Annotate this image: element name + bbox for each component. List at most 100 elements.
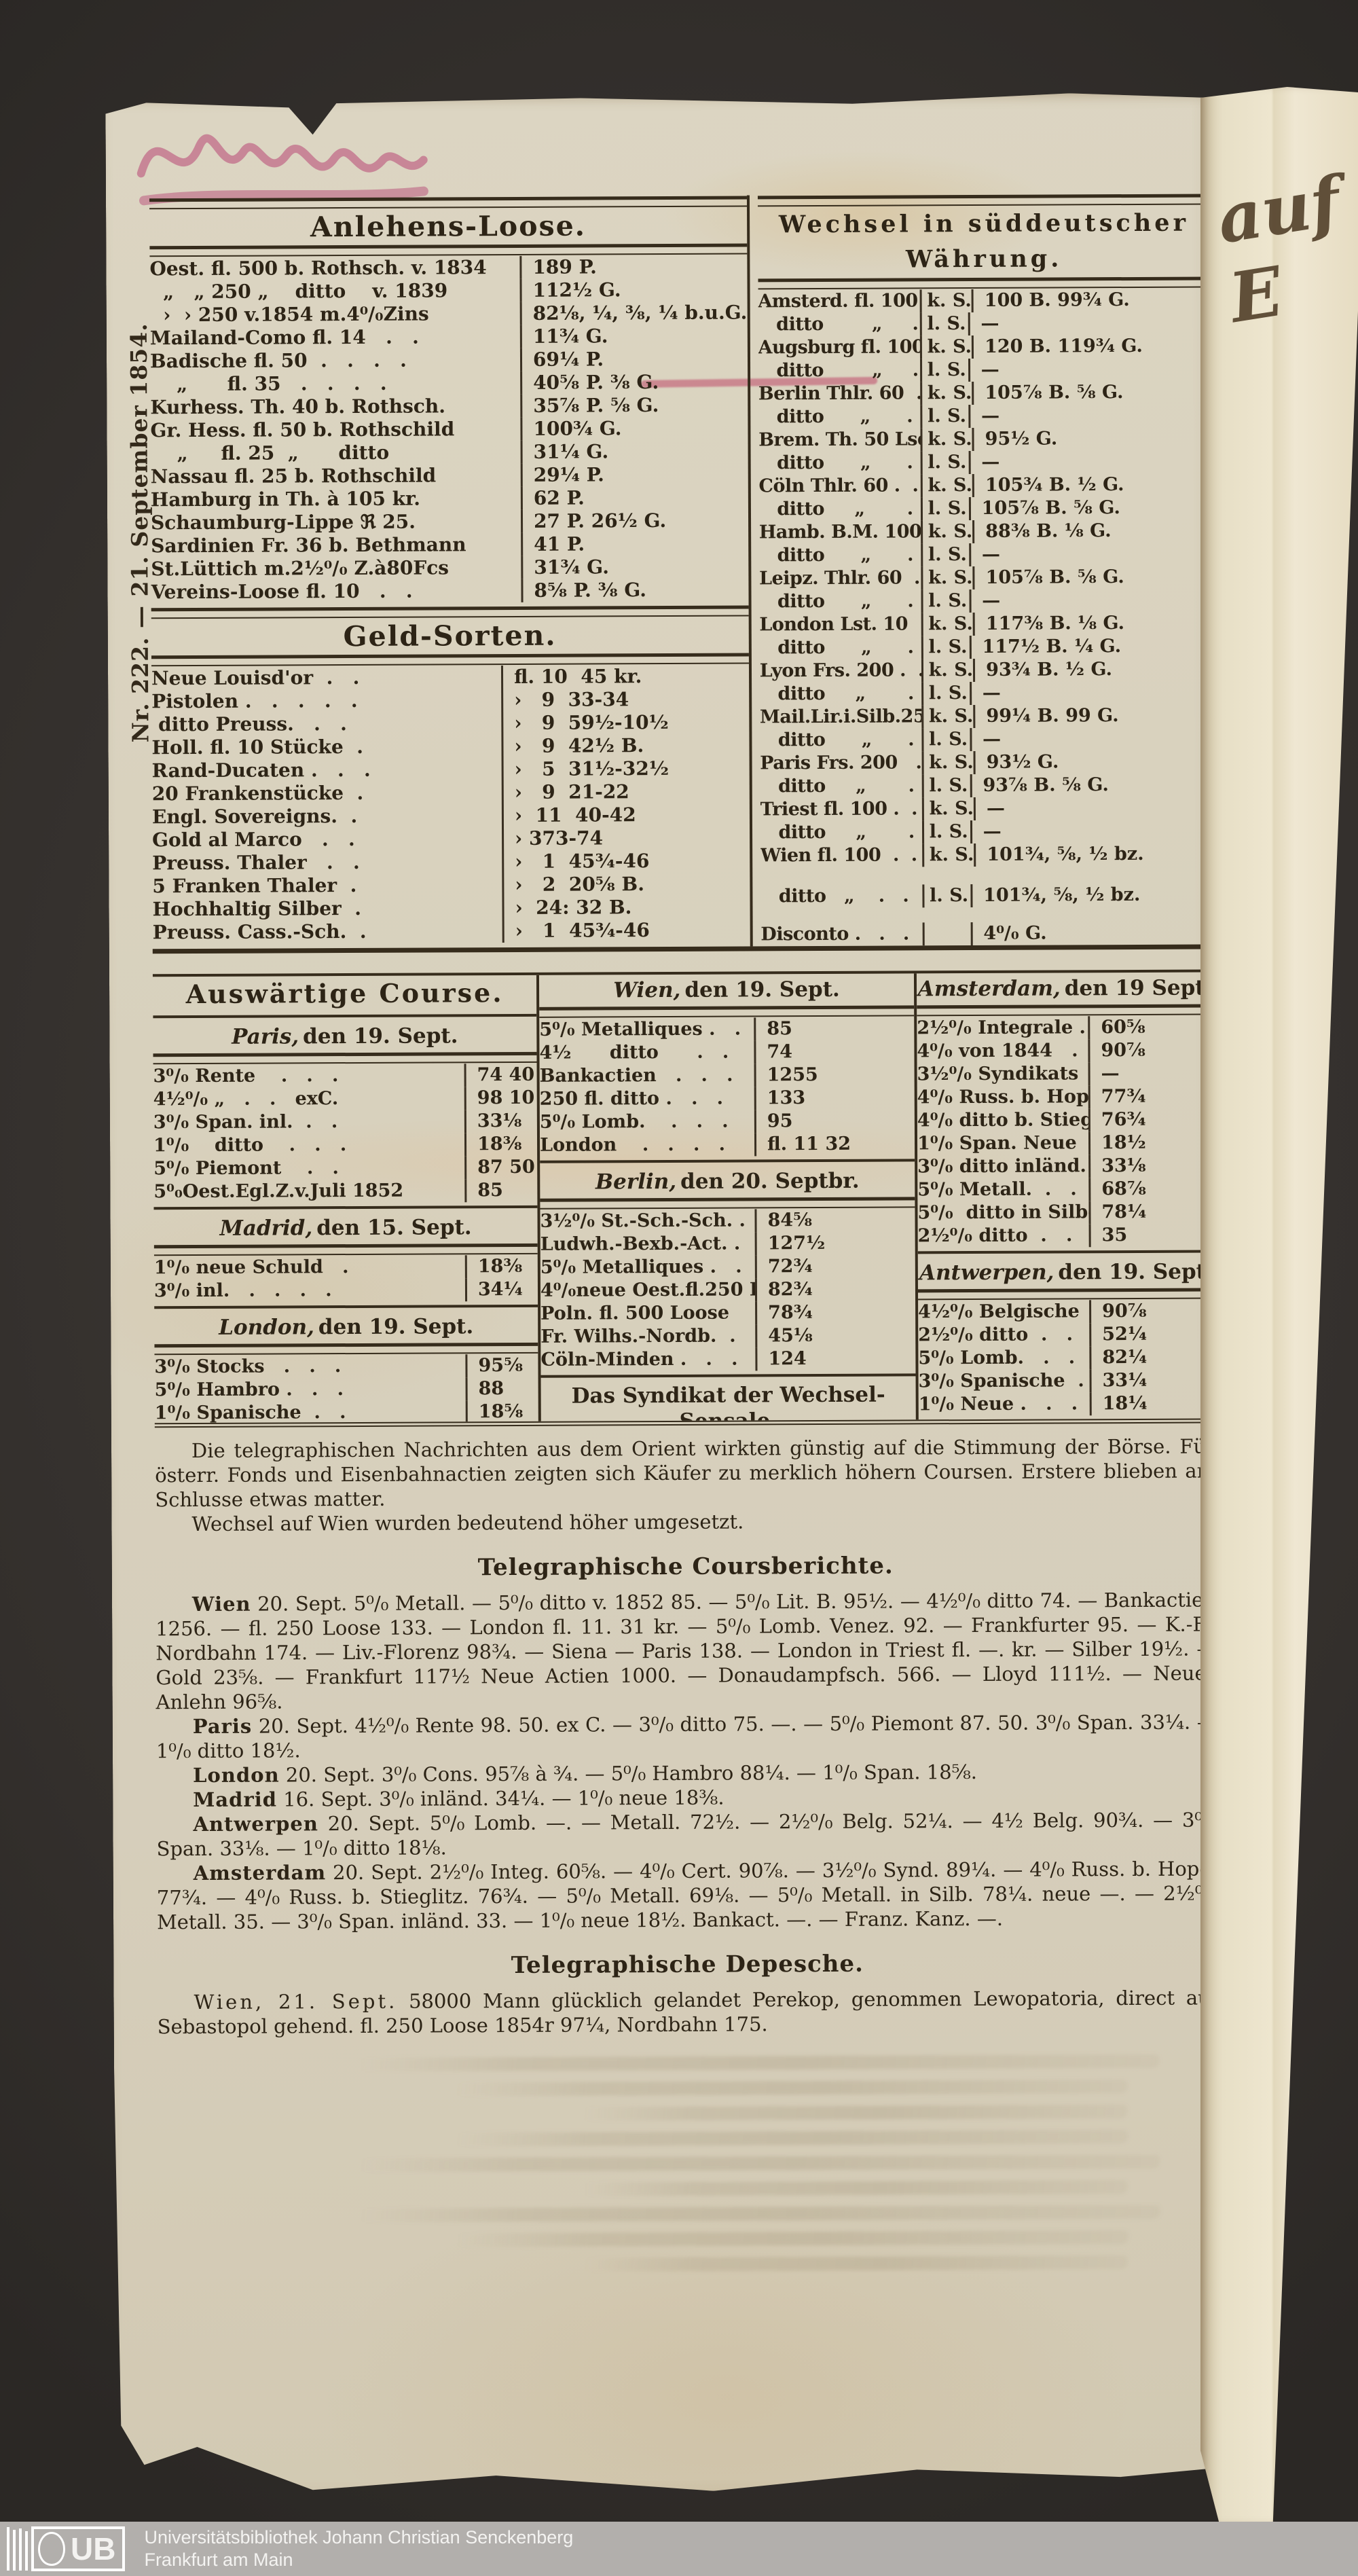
coursberichte-paragraphs: Wien 20. Sept. 5⁰/₀ Metall. — 5⁰/₀ ditto… xyxy=(155,1587,1217,1934)
price-value: — xyxy=(974,796,1213,820)
depesche-lead: Wien, 21. Sept. xyxy=(194,1989,398,2014)
table-row: ditto „ . l. S. — xyxy=(760,819,1213,844)
city-name: Berlin, xyxy=(595,1169,677,1195)
price-value: — xyxy=(1088,1062,1214,1085)
quotes-tables: Anlehens-Loose. Oest. fl. 500 b. Rothsch… xyxy=(149,193,1213,954)
table-row: ditto „ . l. S. 117½ B. ¼ G. xyxy=(759,634,1211,659)
city-report-paragraph: Amsterdam 20. Sept. 2½⁰/₀ Integ. 60⅝. — … xyxy=(157,1856,1217,1934)
table-row: 5⁰/₀ Metalliques . . 72¾ xyxy=(540,1254,915,1279)
market-report: Die telegraphischen Nachrichten aus dem … xyxy=(155,1434,1218,2039)
security-label: 5⁰₀Oest.Egl.Z.v.Juli 1852 xyxy=(153,1180,404,1203)
place-label: Mail.Lir.i.Silb.250 xyxy=(759,706,922,728)
security-label: 5⁰/₀ Lomb. . . . xyxy=(918,1347,1090,1369)
security-label: 250 fl. ditto . . . xyxy=(539,1087,724,1110)
table-row: Schaumburg-Lippe ℜ 25. 27 P. 26½ G. xyxy=(151,509,748,534)
price-value: › 1 45¾-46 xyxy=(502,849,750,873)
security-label: 5⁰/₀ Metalliques . . xyxy=(539,1018,741,1040)
table-row: 4½ ditto . . 74 xyxy=(539,1040,914,1064)
place-label: ditto „ . xyxy=(759,636,914,659)
place-label: ditto „ . xyxy=(760,775,915,797)
place-label: ditto „ . xyxy=(760,729,915,751)
library-footer-bar: UB Universitätsbibliothek Johann Christi… xyxy=(0,2522,1358,2576)
ub-library-logo-icon: UB xyxy=(7,2526,126,2571)
security-label: Nassau fl. 25 b. Rothschild xyxy=(150,464,437,488)
price-value: 98 10 xyxy=(464,1087,537,1110)
place-label: Leipz. Thlr. 60 . xyxy=(759,567,920,589)
amsterdam-heading: Amsterdam, den 19 Sept. xyxy=(917,972,1213,1004)
city-report-paragraph: Antwerpen 20. Sept. 5⁰/₀ Lomb. —. — Meta… xyxy=(156,1807,1217,1861)
coin-label: Preuss. Cass.-Sch. . xyxy=(152,920,367,944)
portrait-icon xyxy=(38,2532,65,2566)
security-label: 3⁰/₀ ditto inländ. . xyxy=(917,1155,1089,1178)
security-label: 2½⁰/₀ ditto . . . xyxy=(918,1324,1090,1346)
security-label: 5⁰/₀ Metalliques . . xyxy=(540,1256,742,1278)
security-label: 4⁰/₀ ditto b. Stieglitz xyxy=(917,1109,1088,1131)
table-row: ditto „ . l. S. — xyxy=(758,311,1210,336)
anlehens-title: Anlehens-Loose. xyxy=(310,209,587,244)
table-row: Leipz. Thlr. 60 . k. S. 105⅞ B. ⅝ G. xyxy=(759,565,1211,590)
security-label: 5⁰/₀ Metall. . . . xyxy=(917,1178,1089,1201)
table-row: Cöln Thlr. 60 . . k. S. 105¾ B. ½ G. xyxy=(758,473,1211,498)
right-column: Wechsel in süddeutscher Währung. Amsterd… xyxy=(750,193,1213,946)
left-column: Anlehens-Loose. Oest. fl. 500 b. Rothsch… xyxy=(149,195,752,949)
security-label: 1⁰/₀ Spanische . . xyxy=(154,1402,346,1423)
price-value: 18⅜ xyxy=(465,1255,538,1278)
place-label: ditto „ . xyxy=(758,405,913,428)
price-value: 93⅞ B. ⅝ G. xyxy=(970,773,1212,797)
price-value: 82¼ xyxy=(1089,1345,1215,1369)
berlin-table: 3½⁰/₀ St.-Sch.-Sch. . 84⅝ Ludwh.-Bexb.-Act… xyxy=(540,1208,915,1371)
divider xyxy=(153,1205,537,1210)
table-row: Vereins-Loose fl. 10 . . 8⅝ P. ⅜ G. xyxy=(151,578,748,604)
price-value: › 24: 32 B. xyxy=(502,895,750,920)
place-label: Wien fl. 100 . . xyxy=(760,844,917,867)
price-value: › 2 20⅝ B. xyxy=(502,872,750,896)
divider xyxy=(153,1014,536,1018)
table-row: ditto „ . . l. S. 101¾, ⅝, ½ bz. xyxy=(760,883,1213,908)
table-row: Neue Louisd'or . . fl. 10 45 kr. xyxy=(151,664,749,690)
city-lead: London xyxy=(193,1763,280,1788)
price-value: 18½ xyxy=(1088,1131,1214,1155)
table-row: 1⁰/₀ neue Schuld . 18⅜ xyxy=(154,1255,538,1280)
adjacent-page-edge: auf E xyxy=(1200,87,1358,2524)
table-row: ditto „ . l. S. — xyxy=(759,588,1211,613)
price-value: › 9 59½-10½ xyxy=(501,710,749,735)
sicht-kind: k. S. xyxy=(920,474,972,497)
security-label: 3½⁰/₀ St.-Sch.-Sch. . xyxy=(540,1210,746,1232)
place-label: ditto „ . xyxy=(758,498,913,520)
sicht-kind: k. S. xyxy=(920,335,972,359)
place-label: ditto „ . xyxy=(759,590,914,613)
price-value: 62 P. xyxy=(521,486,748,509)
security-label: Badische fl. 50 . . . . xyxy=(149,348,407,373)
table-row: Rand-Ducaten . . . › 5 31½-32½ xyxy=(152,757,750,782)
sicht-kind: k. S. xyxy=(921,659,974,682)
city-lead: Paris xyxy=(192,1714,253,1739)
table-row: Nassau fl. 25 b. Rothschild 29¼ P. xyxy=(151,462,748,488)
divider xyxy=(541,1373,916,1377)
divider xyxy=(539,1005,914,1017)
price-value: — xyxy=(968,403,1211,428)
security-label: 3⁰/₀ Spanische . . xyxy=(918,1370,1084,1392)
divider xyxy=(540,1197,915,1209)
price-value: 95½ G. xyxy=(972,427,1211,451)
price-value: 124 xyxy=(755,1347,915,1371)
table-row: Wien fl. 100 . . k. S. 101¾, ⅝, ½ bz. xyxy=(760,842,1213,867)
table-row: Preuss. Thaler . . › 1 45¾-46 xyxy=(152,849,750,875)
table-row: Ludwh.-Bexb.-Act. . 127½ xyxy=(540,1231,915,1256)
course-col-3: Amsterdam, den 19 Sept. 2½⁰/₀ Integrale .… xyxy=(917,972,1215,1419)
price-value: 40⅝ P. ⅜ G. xyxy=(520,370,748,394)
sicht-kind: k. S. xyxy=(921,566,973,589)
table-row: 1⁰/₀ ditto . . . 18⅜ xyxy=(153,1133,537,1157)
price-value: › 5 31½-32½ xyxy=(502,757,750,781)
sicht-kind: k. S. xyxy=(920,428,972,451)
price-value: 11¾ G. xyxy=(520,324,748,348)
report-text: 20. Sept. 5⁰/₀ Metall. — 5⁰/₀ ditto v. 1… xyxy=(155,1588,1217,1714)
price-value: 35⅞ P. ⅝ G. xyxy=(520,393,748,417)
table-row: Triest fl. 100 . . k. S. — xyxy=(760,796,1212,821)
security-label: Hamburg in Th. à 105 kr. xyxy=(150,487,421,511)
security-label: Oest. fl. 500 b. Rothsch. v. 1834 xyxy=(149,256,487,280)
table-row: 5⁰/₀ Metalliques . . 85 xyxy=(539,1017,914,1041)
table-row: ditto „ . l. S. — xyxy=(758,357,1211,382)
place-label: Disconto . . . . xyxy=(760,923,923,945)
price-value: 127½ xyxy=(755,1231,915,1255)
security-label: 4½⁰/₀ Belgische . . xyxy=(918,1301,1080,1323)
